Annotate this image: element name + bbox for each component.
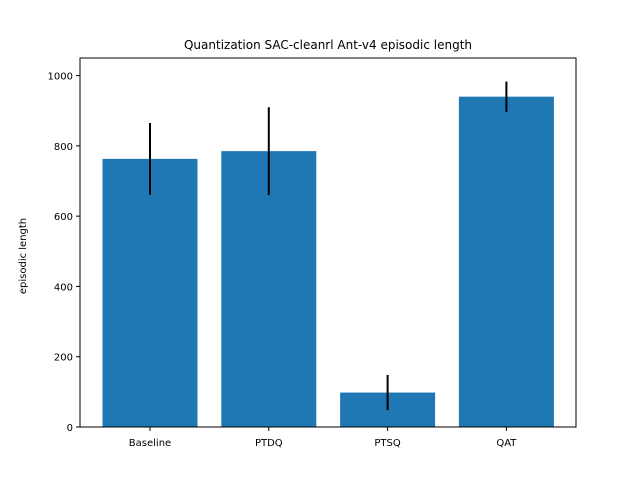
y-axis: 0 200 400 600 800 1000 (48, 72, 80, 434)
y-tick-label: 800 (54, 142, 73, 153)
bar-qat (458, 96, 554, 428)
y-tick-label: 1000 (48, 72, 73, 83)
bar-ptdq (221, 151, 317, 427)
error-bars-group (149, 81, 508, 411)
x-tick-label: Baseline (129, 438, 171, 449)
bar-baseline (102, 158, 198, 428)
x-tick-label: QAT (496, 438, 517, 449)
plot-frame (79, 57, 577, 428)
y-tick-label: 200 (54, 353, 73, 364)
x-tick-label: PTDQ (255, 438, 283, 449)
y-tick-label: 600 (54, 212, 73, 223)
y-axis-label: episodic length (18, 218, 29, 294)
y-tick-label: 0 (67, 423, 73, 434)
x-tick-label: PTSQ (374, 438, 400, 449)
chart-title: Quantization SAC-cleanrl Ant-v4 episodic… (184, 38, 472, 52)
x-axis: Baseline PTDQ PTSQ QAT (129, 427, 517, 449)
bars-group (102, 96, 554, 428)
y-tick-label: 400 (54, 282, 73, 293)
